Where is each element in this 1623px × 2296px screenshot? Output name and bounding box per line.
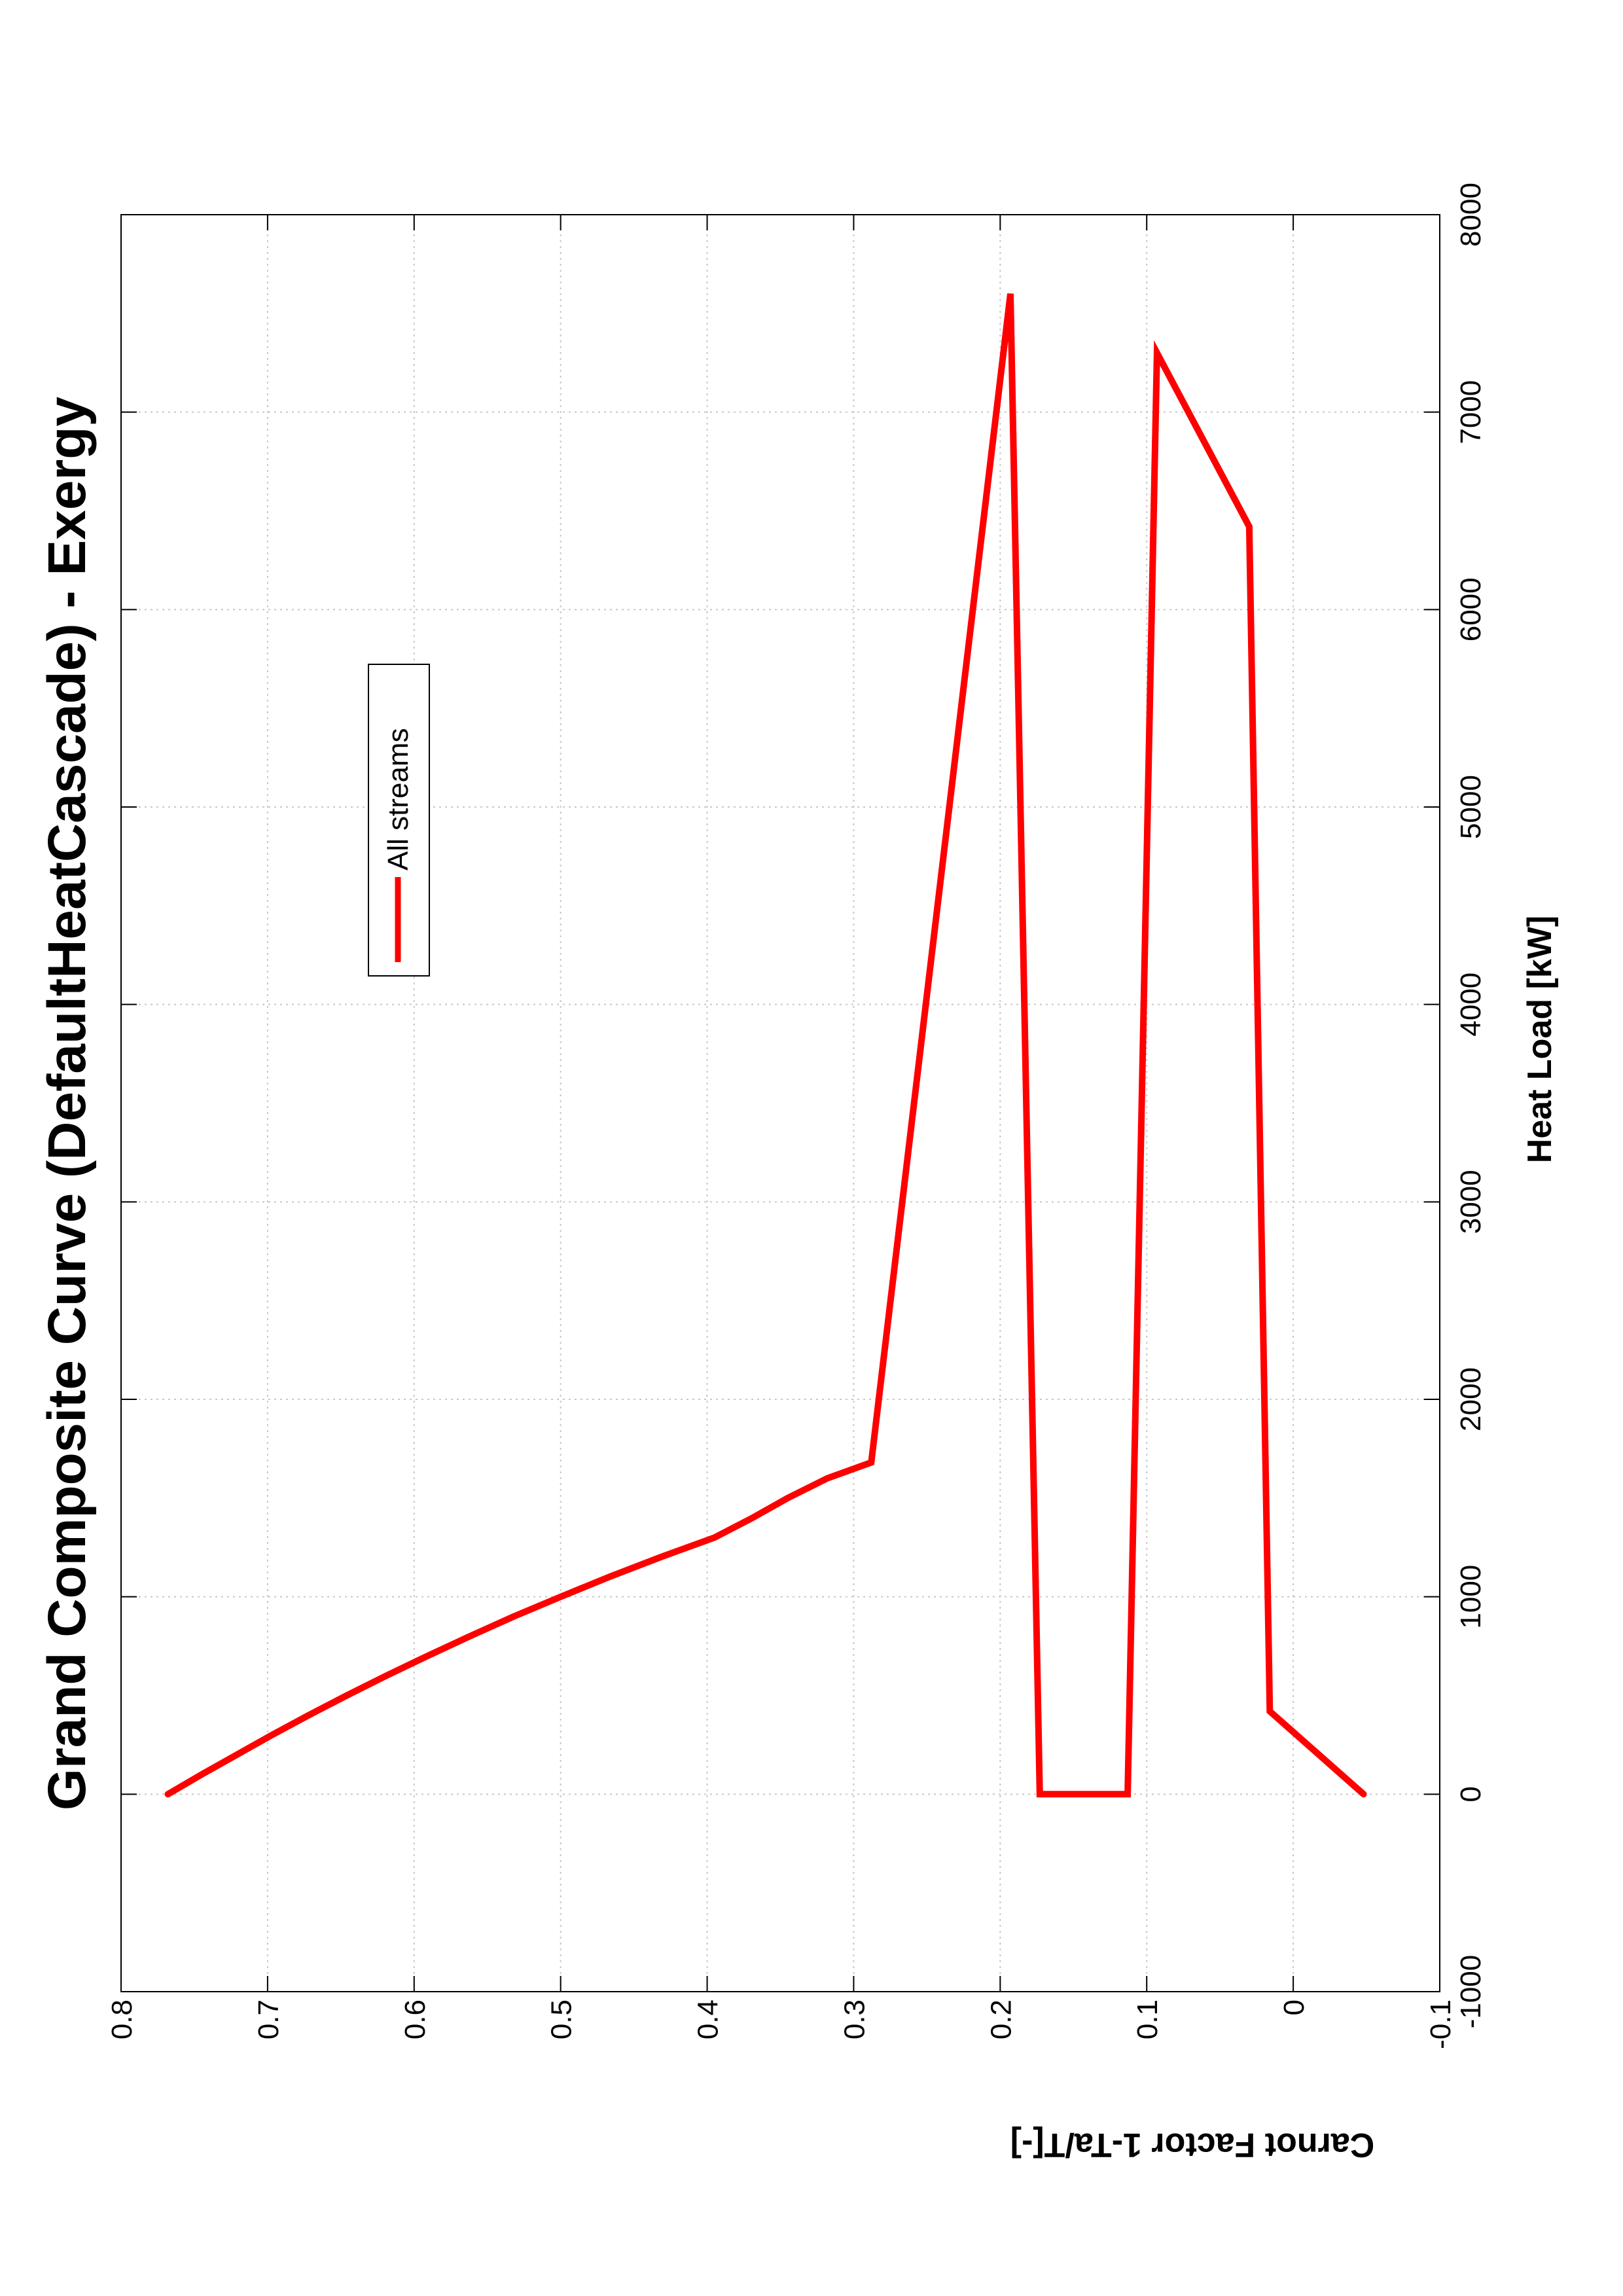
series-line-all-streams bbox=[164, 293, 1367, 1798]
legend-box bbox=[368, 664, 430, 977]
y-tick-label: 0.5 bbox=[546, 2000, 578, 2039]
y-tick-label: 0.4 bbox=[692, 2000, 724, 2039]
y-tick-label: 0.7 bbox=[253, 2000, 285, 2039]
x-tick-label: 6000 bbox=[1455, 577, 1487, 641]
plot-frame bbox=[120, 214, 1440, 1992]
x-tick-label: -1000 bbox=[1455, 1955, 1487, 2029]
x-axis-label: Heat Load [kW] bbox=[1521, 916, 1559, 1163]
y-tick-labels: -0.1 0 0.1 0.2 0.3 0.4 0.5 0.6 0.7 0.8 bbox=[106, 2000, 1457, 2049]
y-tick-label: -0.1 bbox=[1425, 2000, 1457, 2049]
legend-label-all-streams: All streams bbox=[382, 728, 414, 870]
x-tick-label: 0 bbox=[1455, 1786, 1487, 1802]
y-tick-label: 0.3 bbox=[838, 2000, 870, 2039]
y-tick-label: 0.6 bbox=[399, 2000, 431, 2039]
x-tick-label: 4000 bbox=[1455, 973, 1487, 1037]
legend: All streams bbox=[368, 664, 430, 977]
plot-area bbox=[121, 215, 1440, 1992]
y-tick-label: 0 bbox=[1278, 2000, 1310, 2015]
y-tick-label: 0.1 bbox=[1132, 2000, 1164, 2039]
y-tick-label: 0.2 bbox=[985, 2000, 1017, 2039]
x-tick-label: 7000 bbox=[1455, 380, 1487, 444]
chart-title: Grand Composite Curve (DefaultHeatCascad… bbox=[37, 397, 97, 1810]
x-tick-label: 2000 bbox=[1455, 1367, 1487, 1431]
x-tick-label: 5000 bbox=[1455, 775, 1487, 839]
x-tick-label: 1000 bbox=[1455, 1565, 1487, 1629]
x-tick-label: 8000 bbox=[1455, 183, 1487, 247]
series-layer bbox=[164, 293, 1367, 1798]
x-tick-labels: -1000 0 1000 2000 3000 4000 5000 6000 7000 8000 bbox=[1455, 183, 1487, 2028]
y-axis-label: Carnot Factor 1-Ta/T[-] bbox=[1010, 2126, 1375, 2164]
axis-ticks bbox=[120, 214, 1440, 1992]
y-tick-label: 0.8 bbox=[106, 2000, 138, 2039]
x-tick-label: 3000 bbox=[1455, 1170, 1487, 1234]
